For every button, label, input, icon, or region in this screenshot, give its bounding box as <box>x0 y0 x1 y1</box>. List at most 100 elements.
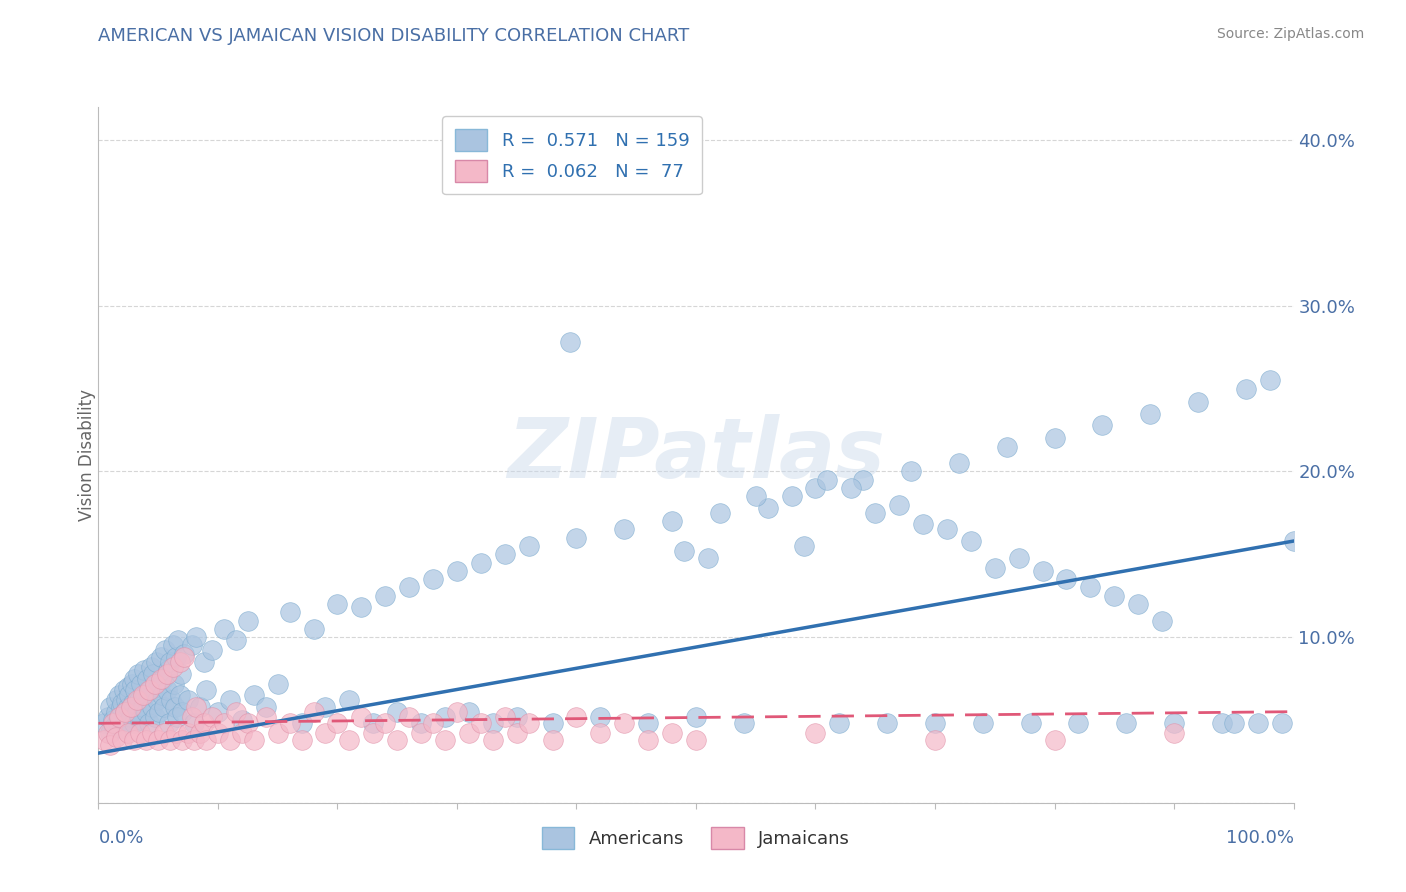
Point <box>107 688 129 702</box>
Point <box>1234 382 1257 396</box>
Legend: Americans, Jamaicans: Americans, Jamaicans <box>527 813 865 863</box>
Point <box>177 693 200 707</box>
Point <box>350 600 373 615</box>
Point <box>1222 716 1246 731</box>
Point <box>128 693 150 707</box>
Point <box>1080 581 1102 595</box>
Point <box>302 622 325 636</box>
Point <box>267 676 290 690</box>
Point <box>135 705 157 719</box>
Point <box>194 732 217 747</box>
Point <box>180 709 202 723</box>
Point <box>212 716 235 731</box>
Point <box>122 697 145 711</box>
Point <box>422 572 444 586</box>
Point <box>193 716 215 731</box>
Point <box>685 732 707 747</box>
Point <box>142 666 165 681</box>
Point <box>661 514 683 528</box>
Point <box>139 683 162 698</box>
Point <box>254 709 277 723</box>
Point <box>186 699 208 714</box>
Point <box>155 643 177 657</box>
Point <box>589 726 612 740</box>
Point <box>153 699 176 714</box>
Point <box>254 699 277 714</box>
Point <box>565 531 588 545</box>
Point <box>131 688 153 702</box>
Point <box>117 726 139 740</box>
Text: Source: ZipAtlas.com: Source: ZipAtlas.com <box>1216 27 1364 41</box>
Point <box>150 688 173 702</box>
Point <box>900 465 922 479</box>
Point <box>1115 716 1137 731</box>
Point <box>517 539 540 553</box>
Point <box>129 713 152 727</box>
Point <box>350 709 373 723</box>
Point <box>167 633 190 648</box>
Point <box>374 589 396 603</box>
Point <box>117 699 139 714</box>
Point <box>385 732 409 747</box>
Point <box>114 705 136 719</box>
Point <box>1163 726 1185 740</box>
Point <box>458 726 481 740</box>
Point <box>183 716 205 731</box>
Text: AMERICAN VS JAMAICAN VISION DISABILITY CORRELATION CHART: AMERICAN VS JAMAICAN VISION DISABILITY C… <box>98 27 690 45</box>
Point <box>745 489 768 503</box>
Point <box>93 716 115 731</box>
Point <box>110 699 132 714</box>
Point <box>165 650 187 665</box>
Point <box>169 655 191 669</box>
Point <box>148 732 170 747</box>
Point <box>173 647 195 661</box>
Point <box>173 650 195 665</box>
Point <box>194 683 217 698</box>
Point <box>111 721 134 735</box>
Point <box>132 663 155 677</box>
Point <box>278 605 301 619</box>
Point <box>613 523 636 537</box>
Point <box>169 688 191 702</box>
Point <box>101 713 124 727</box>
Point <box>188 699 211 714</box>
Point <box>131 676 153 690</box>
Point <box>157 716 180 731</box>
Point <box>201 643 224 657</box>
Point <box>709 506 731 520</box>
Point <box>97 709 120 723</box>
Point <box>236 614 259 628</box>
Point <box>1043 732 1066 747</box>
Point <box>124 732 146 747</box>
Point <box>481 732 505 747</box>
Point <box>337 732 360 747</box>
Point <box>115 716 138 731</box>
Point <box>804 726 827 740</box>
Point <box>541 716 564 731</box>
Point <box>470 556 492 570</box>
Point <box>172 705 194 719</box>
Point <box>225 633 247 648</box>
Point <box>661 726 683 740</box>
Point <box>1007 550 1029 565</box>
Point <box>108 709 131 723</box>
Point <box>589 709 612 723</box>
Point <box>337 693 360 707</box>
Point <box>911 517 934 532</box>
Point <box>243 688 266 702</box>
Point <box>236 716 259 731</box>
Point <box>1067 716 1090 731</box>
Point <box>163 676 186 690</box>
Point <box>828 716 851 731</box>
Point <box>149 672 172 686</box>
Point <box>637 716 659 731</box>
Point <box>697 550 720 565</box>
Point <box>517 716 540 731</box>
Point <box>243 732 266 747</box>
Point <box>165 726 187 740</box>
Point <box>111 697 134 711</box>
Text: 100.0%: 100.0% <box>1226 829 1294 847</box>
Point <box>231 726 253 740</box>
Point <box>1163 716 1185 731</box>
Point <box>124 672 146 686</box>
